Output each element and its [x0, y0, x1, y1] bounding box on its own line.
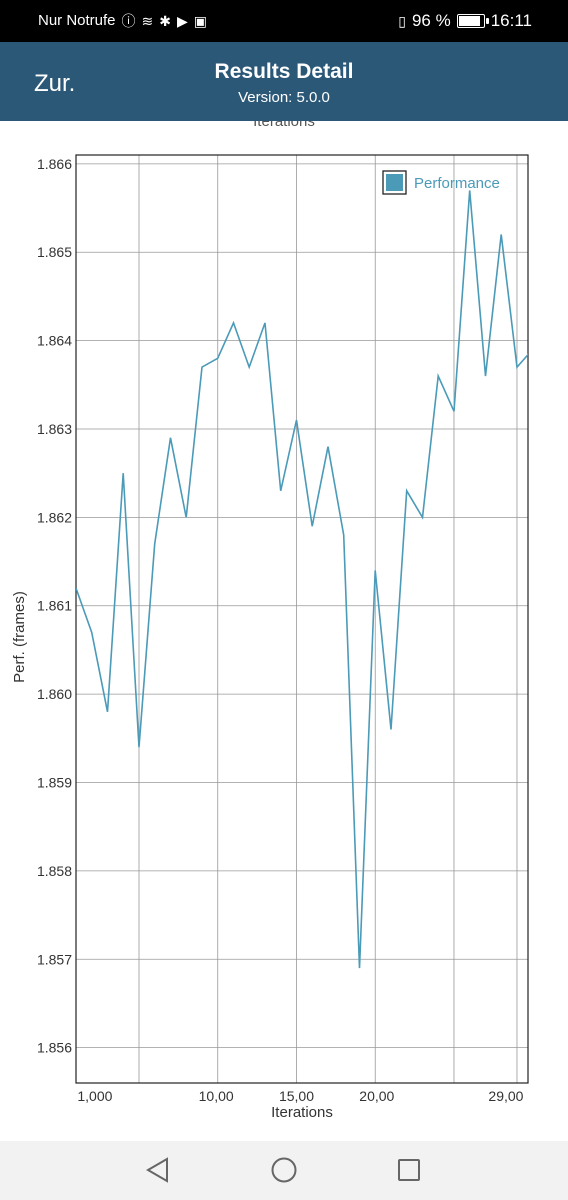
x-axis-label: Iterations — [271, 1104, 333, 1121]
y-tick-label: 1.856 — [37, 1040, 72, 1056]
status-bar: Nur Notrufe ⓘ ≋ ✱ ▶ ▣ ▯ 96 % 16:11 — [0, 0, 568, 42]
battery-fill — [458, 16, 480, 26]
y-axis-label: Perf. (frames) — [11, 591, 28, 683]
y-tick-label: 1.866 — [37, 156, 72, 172]
y-tick-label: 1.859 — [37, 775, 72, 791]
page-title: Results Detail — [214, 60, 354, 83]
y-tick-label: 1.862 — [37, 509, 72, 525]
plot-frame — [75, 154, 529, 1084]
status-right: ▯ 96 % 16:11 — [398, 11, 532, 31]
y-tick-label: 1.864 — [37, 333, 72, 349]
clock: 16:11 — [490, 11, 532, 30]
x-tick-label: 15,00 — [279, 1088, 314, 1104]
back-button[interactable]: Zur. — [34, 70, 76, 97]
clipped-axis-label: Iterations — [253, 121, 315, 130]
line-chart: 1.856 1.857 1.858 1.859 1.860 1.861 1.862 1.863… — [11, 154, 529, 1121]
chart-legend: Performance — [382, 170, 500, 195]
x-tick-label: 29,00 — [488, 1088, 523, 1104]
play-store-icon: ▶ — [177, 12, 188, 29]
alert-icon: ⓘ — [121, 12, 136, 29]
settings-icon: ✱ — [159, 12, 171, 29]
legend-label-performance: Performance — [414, 175, 500, 192]
wifi-icon: ≋ — [141, 12, 154, 29]
chart-ticks: 1.856 1.857 1.858 1.859 1.860 1.861 1.862 1.863… — [37, 156, 524, 1104]
y-tick-label: 1.860 — [37, 686, 72, 702]
performance-series-line — [76, 190, 528, 969]
back-triangle-icon[interactable] — [143, 1155, 173, 1185]
recents-square-icon[interactable] — [394, 1155, 424, 1185]
navigation-bar — [0, 1141, 568, 1200]
chart-grid — [76, 155, 528, 1083]
legend-swatch-border — [382, 170, 407, 195]
gallery-icon: ▣ — [193, 12, 208, 29]
y-tick-label: 1.861 — [37, 598, 72, 614]
version-subtitle: Version: 5.0.0 — [238, 89, 330, 106]
vibrate-icon: ▯ — [398, 13, 406, 29]
status-left: Nur Notrufe ⓘ ≋ ✱ ▶ ▣ — [38, 12, 207, 29]
battery-icon — [456, 14, 489, 28]
y-tick-label: 1.858 — [37, 863, 72, 879]
y-tick-label: 1.863 — [37, 421, 72, 437]
carrier-text: Nur Notrufe — [38, 12, 116, 29]
app-bar: Zur. Results Detail Version: 5.0.0 — [0, 42, 568, 121]
y-tick-label: 1.857 — [37, 951, 72, 967]
home-circle-icon[interactable] — [269, 1155, 299, 1185]
chart-content[interactable]: Iterations 1.856 1.857 1.858 1.859 1.860 1.86… — [0, 121, 568, 1141]
x-tick-label: 1,000 — [77, 1088, 112, 1104]
legend-swatch — [386, 174, 403, 191]
x-tick-label: 10,00 — [199, 1088, 234, 1104]
x-tick-label: 20,00 — [359, 1088, 394, 1104]
battery-percent: 96 % — [411, 11, 451, 30]
y-tick-label: 1.865 — [37, 244, 72, 260]
